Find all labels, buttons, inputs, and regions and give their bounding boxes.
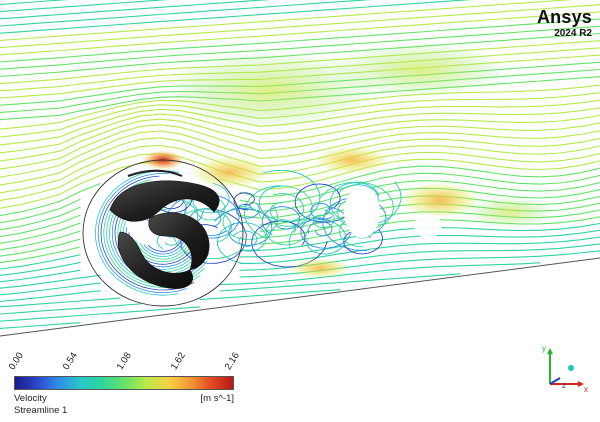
streamline bbox=[232, 230, 258, 247]
turbine-blade-lower bbox=[117, 231, 194, 289]
origin-marker bbox=[568, 365, 574, 371]
axis-triad[interactable]: y x z bbox=[538, 344, 588, 394]
legend-ticks: 0.00 0.54 1.08 1.62 2.16 bbox=[7, 350, 254, 372]
streamline bbox=[0, 165, 600, 217]
streamline bbox=[261, 206, 301, 235]
streamline bbox=[0, 229, 600, 276]
streamline bbox=[329, 181, 402, 226]
streamlines bbox=[0, 0, 600, 329]
streamline bbox=[0, 107, 600, 154]
legend-tick: 2.16 bbox=[222, 350, 242, 372]
streamline bbox=[0, 137, 600, 186]
streamline bbox=[312, 209, 335, 228]
streamline bbox=[319, 181, 395, 231]
streamline bbox=[0, 262, 541, 303]
legend-object: Streamline 1 bbox=[14, 405, 68, 416]
streamline bbox=[94, 170, 180, 296]
streamline bbox=[0, 25, 600, 70]
streamline bbox=[217, 222, 267, 265]
streamline bbox=[0, 114, 600, 162]
streamline bbox=[0, 180, 600, 231]
streamline bbox=[0, 4, 600, 49]
streamline bbox=[214, 207, 273, 246]
wake-vortices bbox=[344, 186, 442, 238]
turbine-blade-edge bbox=[127, 169, 183, 177]
streamline bbox=[0, 273, 461, 308]
streamline bbox=[294, 183, 348, 223]
streamline bbox=[307, 221, 333, 237]
streamline bbox=[0, 0, 372, 27]
legend-colorbar bbox=[14, 376, 234, 390]
rotor-domain-outline bbox=[82, 159, 244, 307]
legend-tick: 1.62 bbox=[168, 350, 188, 372]
turbine-blade-upper bbox=[109, 180, 220, 222]
streamline bbox=[0, 122, 600, 170]
streamline bbox=[269, 193, 305, 223]
streamline bbox=[222, 205, 279, 241]
streamline bbox=[0, 306, 201, 322]
velocity-hotspots bbox=[141, 42, 555, 278]
streamline bbox=[0, 0, 70, 5]
channel-bottom-wall bbox=[0, 257, 600, 337]
streamline bbox=[0, 11, 600, 56]
legend-variable: Velocity bbox=[14, 393, 47, 404]
brand-version: 2024 R2 bbox=[554, 28, 592, 39]
streamline bbox=[310, 202, 333, 220]
streamline bbox=[0, 0, 170, 13]
streamline bbox=[0, 18, 600, 63]
legend-tick: 0.54 bbox=[60, 350, 80, 372]
turbine-rotor bbox=[109, 169, 220, 289]
streamline bbox=[0, 144, 600, 194]
streamline bbox=[0, 151, 600, 202]
ansys-logo: Ansys 2024 R2 bbox=[537, 8, 592, 39]
y-axis-label: y bbox=[542, 344, 546, 353]
brand-name: Ansys bbox=[536, 7, 592, 27]
streamline bbox=[97, 172, 187, 294]
streamline bbox=[0, 289, 341, 315]
streamline bbox=[233, 192, 255, 211]
streamline bbox=[258, 169, 321, 223]
x-axis-label: x bbox=[584, 385, 588, 394]
streamline bbox=[100, 175, 195, 291]
z-axis-arrow bbox=[549, 377, 561, 385]
streamline bbox=[0, 172, 600, 224]
streamline bbox=[0, 130, 600, 178]
streamline bbox=[0, 0, 573, 41]
streamline bbox=[0, 0, 473, 34]
streamline bbox=[0, 0, 271, 20]
streamline bbox=[0, 236, 600, 283]
velocity-legend: 0.00 0.54 1.08 1.62 2.16 Velocity [m s^-… bbox=[7, 350, 254, 416]
streamline bbox=[0, 322, 81, 329]
z-axis-label: z bbox=[562, 381, 566, 390]
streamline bbox=[288, 219, 347, 255]
legend-units: [m s^-1] bbox=[200, 393, 235, 404]
legend-tick: 1.08 bbox=[114, 350, 134, 372]
